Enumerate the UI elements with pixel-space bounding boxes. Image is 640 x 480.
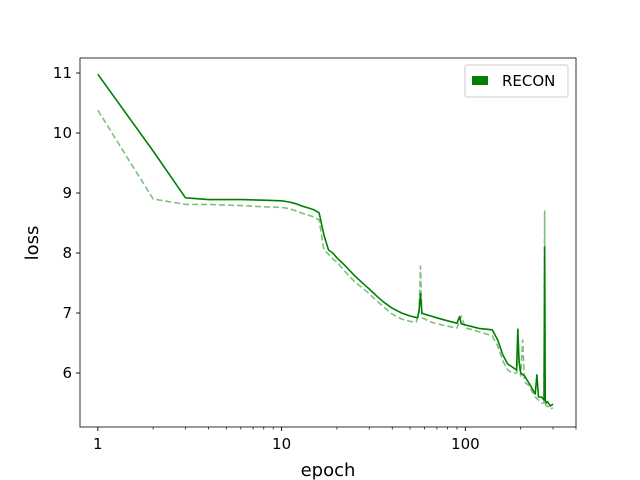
series-line-recon xyxy=(97,73,554,407)
series-layer xyxy=(97,73,554,410)
plot-frame xyxy=(79,57,577,428)
y-axis-label: loss xyxy=(22,226,43,261)
y-axis: 6 7 8 9 10 11 xyxy=(53,64,80,382)
y-tick-label: 11 xyxy=(53,64,72,82)
y-tick-label: 10 xyxy=(53,124,72,142)
y-tick-label: 9 xyxy=(62,184,72,202)
series-line-dashed xyxy=(97,109,554,410)
y-tick-label: 6 xyxy=(62,364,72,382)
legend-box xyxy=(464,64,569,98)
x-axis-label: epoch xyxy=(301,460,356,480)
y-tick-label: 7 xyxy=(62,304,72,322)
y-tick-label: 8 xyxy=(62,244,72,262)
x-axis: 1 10 100 xyxy=(93,427,577,453)
x-tick-label: 1 xyxy=(93,435,103,453)
legend-swatch-recon xyxy=(472,76,488,85)
x-tick-label: 100 xyxy=(451,435,480,453)
legend: RECON xyxy=(464,64,569,98)
x-tick-label: 10 xyxy=(272,435,291,453)
legend-label-recon: RECON xyxy=(502,72,555,90)
